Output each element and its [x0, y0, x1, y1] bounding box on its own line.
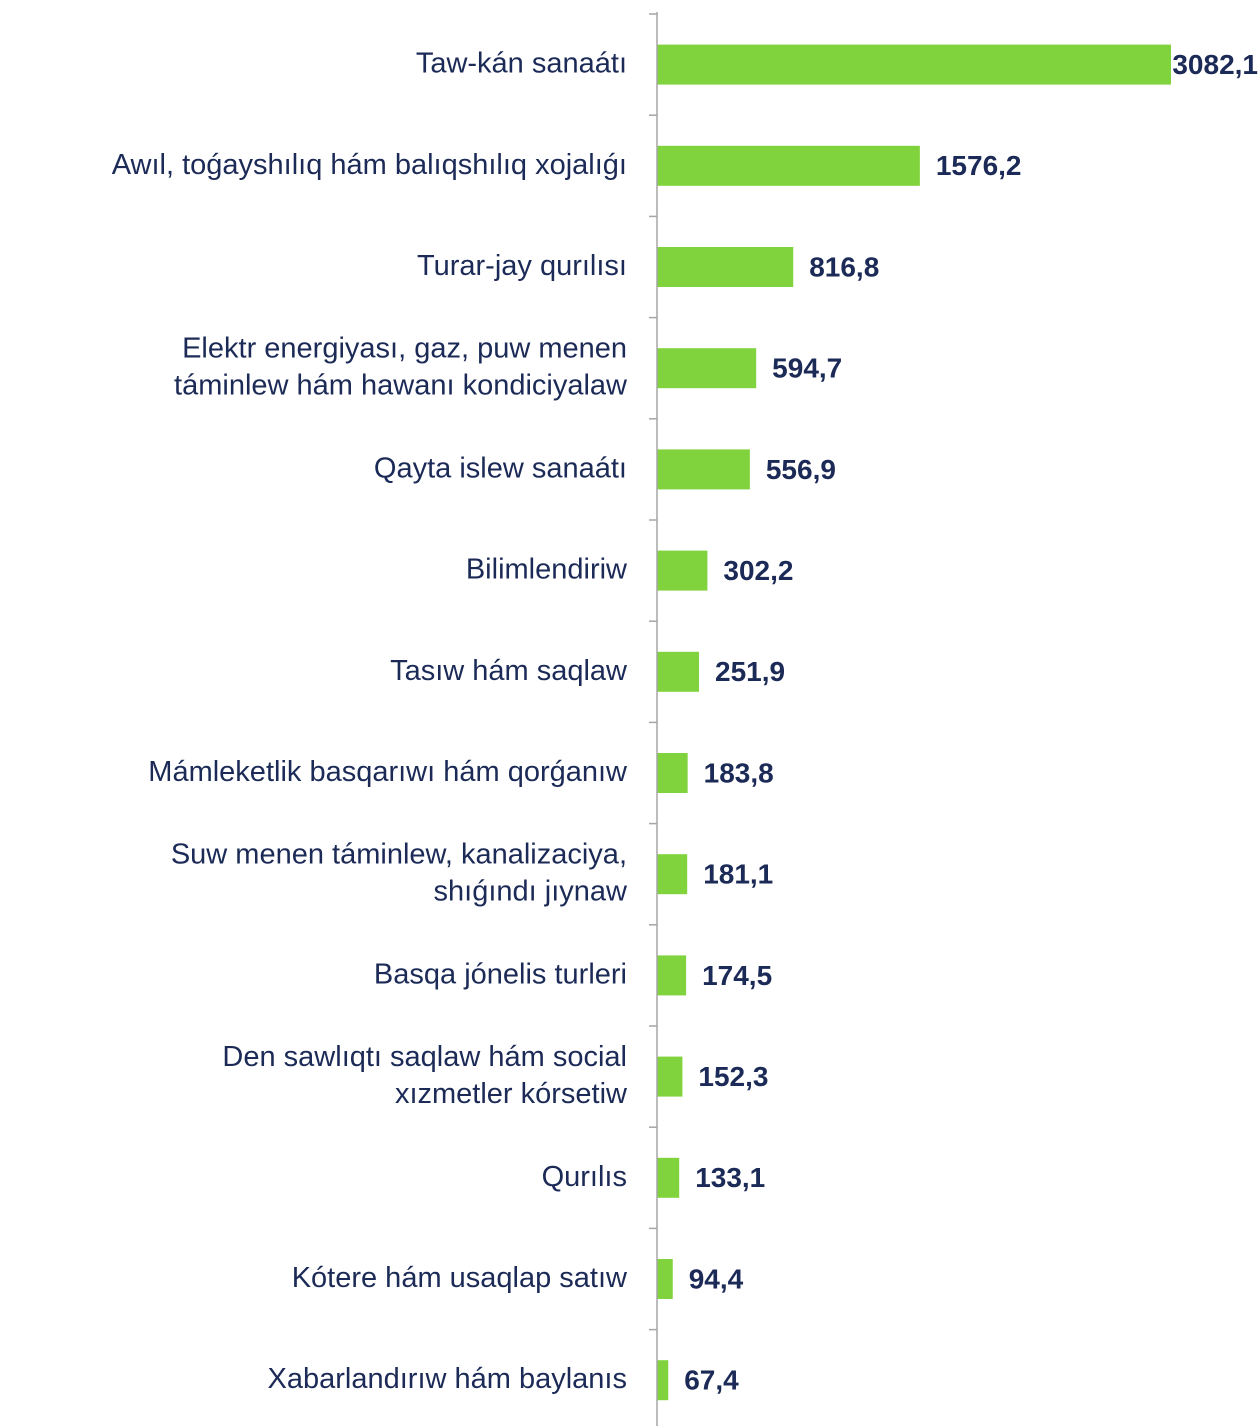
category-label: Xabarlandırıw hám baylanıs: [268, 1363, 627, 1395]
category-label: Den sawlıqtı saqlaw hám social xızmetler …: [222, 1041, 628, 1110]
value-label: 816,8: [809, 251, 879, 282]
bar: [657, 145, 920, 186]
bar: [657, 1157, 680, 1198]
value-label: 152,3: [698, 1061, 768, 1092]
category-label: Awıl, toǵayshılıq hám balıqshılıq xojalı…: [112, 148, 627, 180]
bar: [657, 1056, 683, 1097]
category-label: Basqa jónelis turleri: [374, 958, 627, 990]
bar: [657, 348, 757, 389]
value-label: 181,1: [703, 859, 773, 890]
value-label: 133,1: [695, 1162, 765, 1193]
bar: [657, 955, 687, 996]
bar: [657, 247, 794, 287]
category-label: Bilimlendiriw: [466, 553, 628, 585]
bar: [657, 651, 700, 692]
bar: [657, 854, 688, 895]
bar: [657, 44, 1171, 85]
value-label: 1576,2: [936, 150, 1022, 181]
value-label: 251,9: [715, 656, 785, 687]
category-label: Qayta islew sanaátı: [374, 452, 627, 484]
value-label: 183,8: [704, 757, 774, 788]
bar: [657, 1360, 669, 1401]
bar: [657, 550, 708, 591]
value-label: 3082,1: [1172, 49, 1258, 80]
value-label: 556,9: [766, 454, 836, 485]
category-label: Elektr energiyası, gaz, puw menen táminle…: [174, 332, 628, 401]
value-label: 174,5: [702, 960, 772, 991]
value-label: 67,4: [684, 1365, 739, 1396]
category-label: Mámleketlik basqarıwı hám qorǵanıw: [148, 756, 628, 788]
category-label: Taw-kán sanaátı: [416, 47, 627, 79]
category-label: Turar-jay qurılısı: [417, 250, 627, 282]
value-label: 94,4: [689, 1263, 744, 1294]
category-label: Qurılıs: [542, 1160, 627, 1192]
bar: [657, 1259, 673, 1299]
bar: [657, 753, 688, 793]
category-label: Kótere hám usaqlap satıw: [292, 1262, 628, 1294]
value-label: 594,7: [772, 353, 842, 384]
category-label: Suw menen táminlew, kanalizaciya, shıǵınd…: [171, 838, 628, 907]
category-label: Tasıw hám saqlaw: [390, 654, 628, 686]
value-label: 302,2: [723, 555, 793, 586]
bar: [657, 449, 750, 490]
